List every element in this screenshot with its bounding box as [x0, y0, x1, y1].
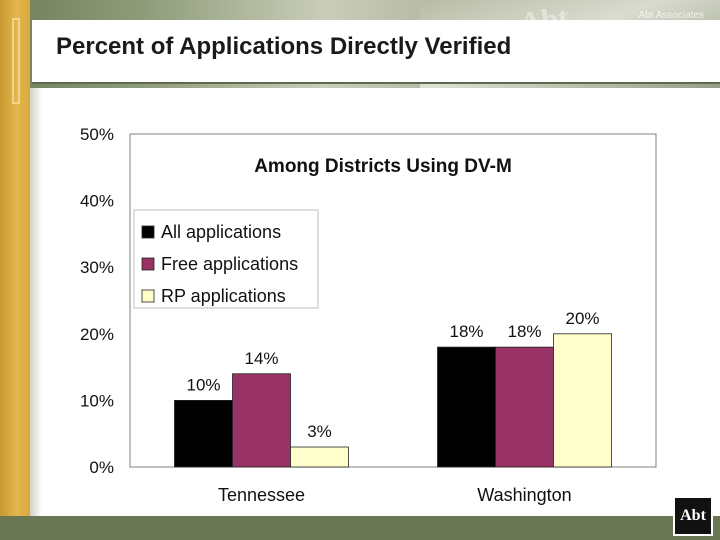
- bar: [495, 346, 554, 468]
- y-tick-label: 0%: [89, 458, 114, 477]
- legend-box: [133, 209, 319, 309]
- legend-label: RP applications: [161, 286, 286, 306]
- data-label: 20%: [565, 309, 599, 328]
- banner-credit: Abt Associates: [638, 10, 704, 21]
- data-label: 3%: [307, 422, 332, 441]
- left-accent-bar: [0, 0, 30, 540]
- y-axis-labels: 0% 10% 20% 30% 40% 50%: [80, 125, 114, 477]
- bar: [232, 373, 291, 468]
- bar: [437, 346, 496, 468]
- y-tick-label: 20%: [80, 325, 114, 344]
- footer-bar: [0, 516, 720, 540]
- bar: [290, 446, 349, 468]
- y-tick-label: 50%: [80, 125, 114, 144]
- chart-title: Among Districts Using DV-M: [254, 156, 512, 177]
- legend: All applications Free applications RP appl…: [133, 209, 319, 309]
- left-shadow: [30, 88, 42, 518]
- bar-chart: 0% 10% 20% 30% 40% 50% Among Districts Using …: [80, 125, 657, 505]
- slide-title: Percent of Applications Directly Verifie…: [56, 33, 512, 60]
- category-label: Washington: [477, 485, 571, 505]
- legend-swatch: [141, 257, 155, 271]
- left-accent-strip: [12, 18, 20, 104]
- y-tick-label: 40%: [80, 192, 114, 211]
- y-tick-label: 10%: [80, 391, 114, 410]
- category-labels: Tennessee Washington: [218, 485, 572, 505]
- legend-label: All applications: [161, 222, 281, 242]
- y-tick-label: 30%: [80, 258, 114, 277]
- bar: [553, 333, 612, 468]
- data-labels: 10% 14% 3% 18% 18% 20%: [186, 309, 599, 441]
- bars: [174, 333, 612, 468]
- data-label: 18%: [507, 322, 541, 341]
- legend-swatch: [141, 289, 155, 303]
- abt-logo: Abt: [673, 496, 713, 536]
- title-panel: Percent of Applications Directly Verifie…: [32, 20, 720, 84]
- data-label: 14%: [244, 349, 278, 368]
- legend-label: Free applications: [161, 254, 298, 274]
- legend-swatch: [141, 225, 155, 239]
- data-label: 18%: [449, 322, 483, 341]
- data-label: 10%: [186, 375, 220, 394]
- bar: [174, 399, 233, 468]
- category-label: Tennessee: [218, 485, 305, 505]
